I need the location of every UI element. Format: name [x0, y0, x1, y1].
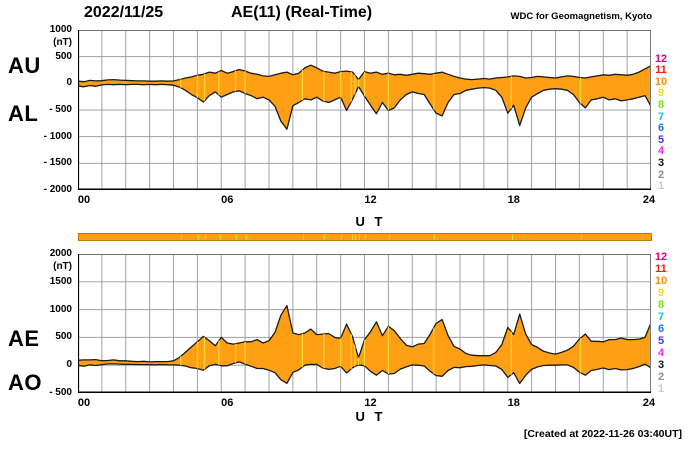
x-tick-label: 06 [221, 397, 234, 409]
nt-unit-label: (nT) [53, 37, 72, 48]
coverage-gap-tick [341, 234, 343, 240]
y-tick-label: 2000 [49, 248, 72, 259]
station-number: 9 [657, 286, 665, 299]
coverage-gap-tick [205, 234, 207, 240]
station-number: 11 [655, 64, 667, 77]
ae-axis-label: AE [8, 326, 40, 351]
data-source-label: WDC for Geomagnetism, Kyoto [510, 11, 652, 22]
station-number: 8 [657, 98, 665, 111]
coverage-gap-tick [245, 234, 247, 240]
station-number: 10 [654, 274, 668, 287]
coverage-gap-tick [388, 234, 390, 240]
station-number: 2 [657, 168, 665, 181]
coverage-bar [78, 233, 652, 241]
y-tick-label: 1000 [49, 24, 72, 35]
y-tick-label: - 1000 [43, 130, 72, 142]
y-tick-label: 1000 [49, 303, 72, 315]
station-number: 6 [657, 122, 665, 135]
y-tick-label: - 500 [49, 387, 72, 398]
x-tick-label: 00 [77, 194, 91, 206]
station-number: 4 [657, 346, 665, 359]
coverage-gap-tick [236, 234, 238, 240]
al-axis-label: AL [8, 101, 39, 126]
coverage-gap-tick [511, 234, 513, 240]
created-timestamp: [Created at 2022-11-26 03:40UT] [523, 428, 682, 440]
y-tick-label: 500 [55, 50, 72, 62]
coverage-gap-tick [351, 234, 353, 240]
plot-title: AE(11) (Real-Time) [231, 4, 373, 21]
coverage-gap-tick [303, 234, 305, 240]
coverage-gap-tick [324, 234, 326, 240]
au-axis-label: AU [8, 53, 41, 78]
x-tick-label: 12 [364, 194, 377, 206]
x-tick-label: 24 [642, 194, 656, 206]
y-tick-label: 0 [66, 359, 72, 371]
ao-axis-label: AO [8, 370, 42, 395]
y-tick-label: 0 [66, 77, 72, 89]
y-tick-label: - 1500 [43, 157, 72, 169]
station-number: 10 [654, 75, 668, 88]
x-tick-label: 18 [507, 194, 520, 206]
coverage-gap-tick [355, 234, 357, 240]
station-number: 6 [657, 322, 665, 335]
station-number: 3 [657, 156, 665, 169]
plot-date: 2022/11/25 [84, 4, 164, 21]
nt-unit-label: (nT) [53, 261, 72, 272]
coverage-gap-tick [434, 234, 436, 240]
y-tick-label: - 2000 [43, 184, 72, 195]
coverage-gap-tick [580, 234, 582, 240]
station-number: 2 [657, 371, 665, 383]
x-tick-label: 12 [364, 397, 377, 409]
station-number: 9 [657, 87, 665, 100]
coverage-gap-tick [365, 234, 366, 240]
coverage-gap-tick [198, 234, 200, 240]
station-number: 3 [657, 358, 665, 371]
station-number: 12 [654, 52, 668, 65]
station-number: 8 [657, 298, 665, 311]
station-number: 12 [654, 250, 668, 263]
y-tick-label: 1500 [49, 275, 72, 287]
ae-ao-chart [78, 254, 651, 393]
x-tick-label: 00 [77, 397, 91, 409]
x-tick-label: 06 [221, 194, 234, 206]
coverage-gap-tick [181, 234, 183, 240]
station-number: 1 [657, 383, 665, 396]
ut-axis-label: U T [355, 409, 386, 424]
y-tick-label: 500 [55, 331, 72, 343]
station-number: 7 [657, 310, 665, 323]
x-tick-label: 18 [507, 397, 520, 409]
coverage-gap-tick [219, 234, 221, 240]
station-number: 4 [657, 145, 665, 158]
au-al-chart [78, 30, 651, 190]
station-number: 1 [657, 180, 665, 193]
y-tick-label: - 500 [49, 104, 72, 115]
station-number: 11 [655, 262, 667, 275]
coverage-gap-tick [359, 234, 361, 240]
station-number: 5 [657, 133, 665, 146]
x-tick-label: 24 [642, 397, 656, 409]
station-number: 7 [657, 110, 665, 123]
ut-axis-label: U T [355, 214, 386, 229]
station-number: 5 [657, 334, 665, 347]
